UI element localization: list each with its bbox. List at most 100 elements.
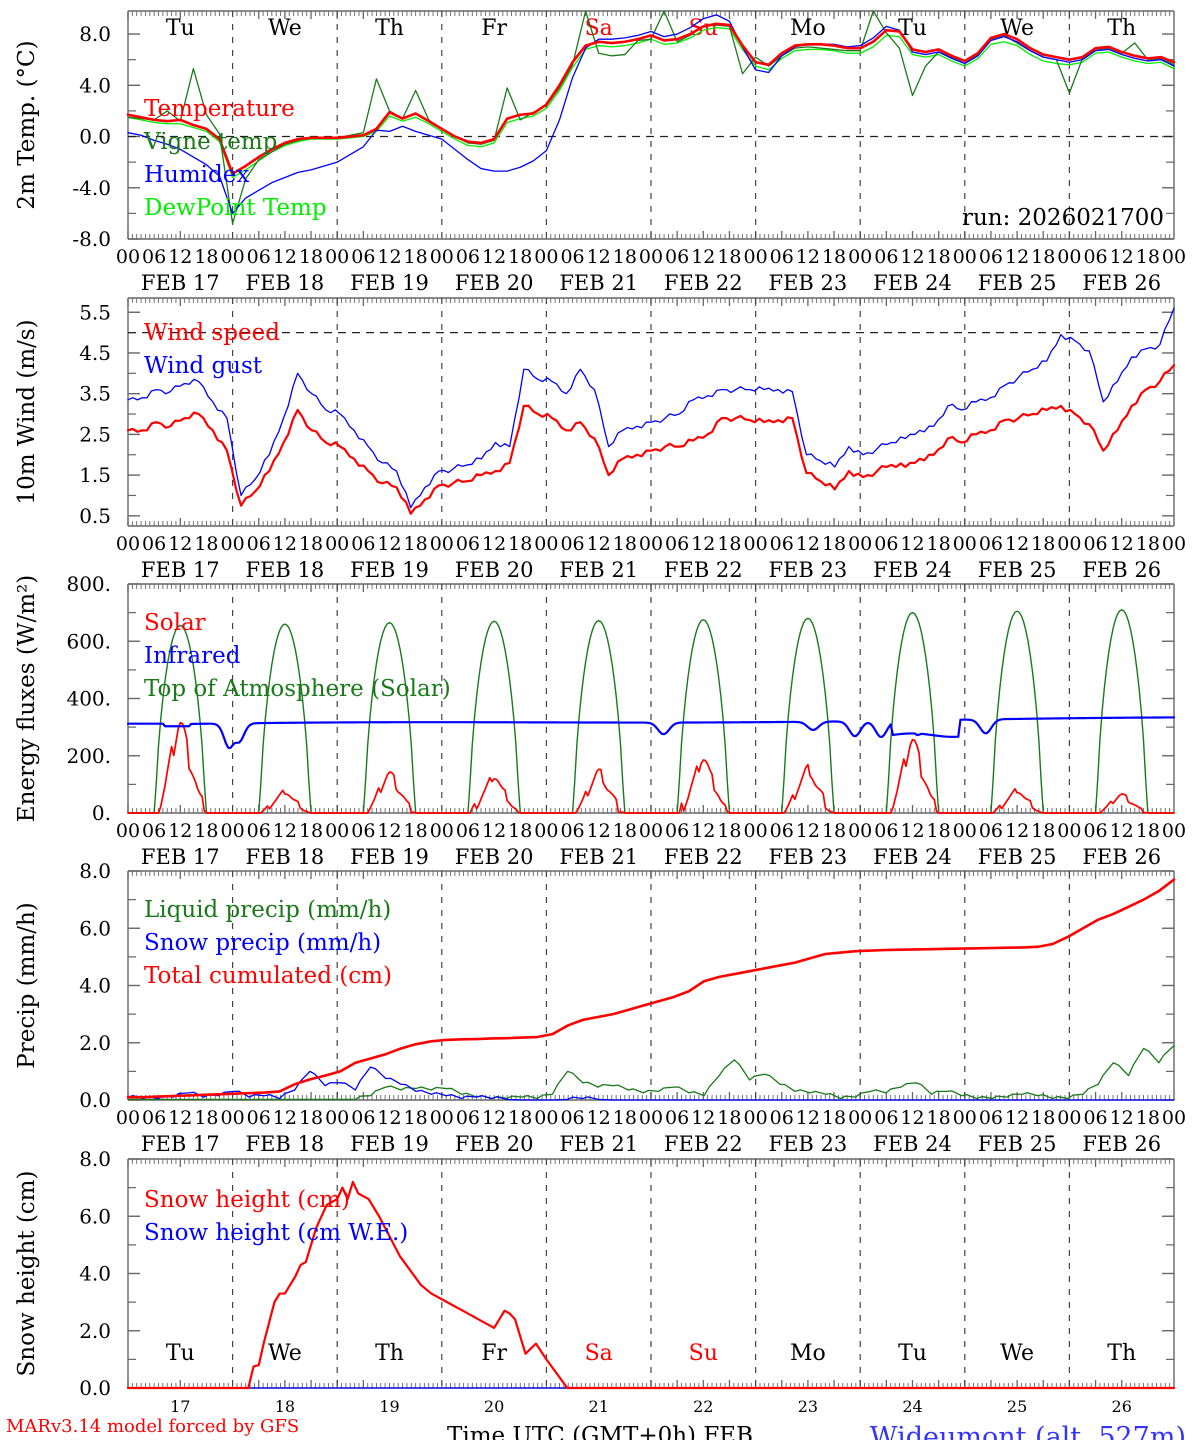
x-hour-tick-label: 00 [1057, 533, 1081, 555]
x-hour-tick-label: 06 [665, 1107, 689, 1129]
x-hour-tick-label: 00 [1057, 246, 1081, 268]
x-hour-tick-label: 18 [717, 1107, 741, 1129]
x-hour-tick-label: 06 [247, 533, 271, 555]
x-day-number: 21 [589, 1397, 609, 1416]
x-hour-tick-label: 00 [325, 533, 349, 555]
x-hour-tick-label: 12 [482, 1107, 506, 1129]
x-hour-tick-label: 00 [221, 820, 245, 842]
x-hour-tick-label: 18 [927, 820, 951, 842]
x-hour-tick-label: 06 [560, 820, 584, 842]
x-hour-tick-label: 00 [534, 820, 558, 842]
x-day-label: FEB 23 [769, 845, 848, 869]
x-hour-tick-label: 18 [822, 820, 846, 842]
x-day-label: FEB 18 [246, 558, 325, 582]
y-tick-label: 5.5 [79, 300, 111, 324]
x-hour-tick-label: 00 [1057, 1107, 1081, 1129]
x-hour-tick-label: 18 [1136, 820, 1160, 842]
x-hour-tick-label: 12 [482, 820, 506, 842]
x-hour-tick-label: 06 [979, 820, 1003, 842]
x-hour-tick-label: 00 [325, 246, 349, 268]
x-hour-tick-label: 06 [456, 246, 480, 268]
x-hour-tick-label: 00 [325, 820, 349, 842]
x-hour-tick-label: 00 [116, 1107, 140, 1129]
run-label: run: 2026021700 [962, 205, 1164, 231]
legend-label: Snow precip (mm/h) [144, 930, 381, 956]
x-hour-tick-label: 06 [665, 246, 689, 268]
x-day-label: FEB 20 [455, 845, 534, 869]
x-hour-tick-label: 12 [900, 533, 924, 555]
x-hour-tick-label: 06 [247, 246, 271, 268]
panel-temperature: -8.0-4.00.04.08.0 Tu We Th Fr Sa Su Mo Tu We ThTem… [14, 10, 1186, 295]
x-hour-tick-label: 12 [168, 533, 192, 555]
x-hour-tick-label: 00 [744, 533, 768, 555]
x-hour-tick-label: 06 [456, 820, 480, 842]
x-hour-tick-label: 00 [116, 820, 140, 842]
x-hour-tick-label: 18 [822, 1107, 846, 1129]
x-hour-tick-label: 06 [351, 1107, 375, 1129]
legend-label: Liquid precip (mm/h) [144, 897, 391, 923]
y-tick-label: 2.5 [79, 422, 111, 446]
x-day-label: FEB 20 [455, 271, 534, 295]
x-day-label: FEB 23 [769, 271, 848, 295]
x-hour-tick-label: 18 [1136, 533, 1160, 555]
y-tick-label: 600. [66, 629, 111, 653]
x-hour-tick-label: 18 [1031, 820, 1055, 842]
x-hour-tick-label: 18 [194, 1107, 218, 1129]
x-hour-tick-label: 00 [953, 246, 977, 268]
series-temperature [126, 22, 1176, 175]
x-hour-tick-label: 12 [1110, 533, 1134, 555]
x-day-label: FEB 20 [455, 1132, 534, 1156]
x-day-label: FEB 24 [873, 1132, 952, 1156]
x-hour-tick-label: 06 [1083, 1107, 1107, 1129]
x-hour-tick-label: 06 [142, 820, 166, 842]
series-snow-precip-mm-h- [127, 1066, 1175, 1101]
x-day-label: FEB 24 [873, 845, 952, 869]
x-hour-tick-label: 18 [404, 820, 428, 842]
series-wind-speed [126, 364, 1176, 515]
x-hour-tick-label: 06 [1083, 820, 1107, 842]
x-day-label: FEB 25 [978, 271, 1057, 295]
y-tick-label: 2.0 [79, 1319, 111, 1343]
x-hour-tick-label: 06 [874, 820, 898, 842]
x-hour-tick-label: 18 [508, 820, 532, 842]
x-hour-tick-label: 12 [1110, 1107, 1134, 1129]
x-day-label: FEB 20 [455, 558, 534, 582]
x-hour-tick-label: 00 [1057, 820, 1081, 842]
legend-label: Humidex [144, 162, 249, 188]
x-hour-tick-label: 18 [194, 820, 218, 842]
x-hour-tick-label: 12 [168, 1107, 192, 1129]
y-tick-label: 6.0 [79, 1204, 111, 1228]
weekday-label: Su [689, 1341, 718, 1366]
x-day-label: FEB 25 [978, 1132, 1057, 1156]
x-hour-tick-label: 18 [717, 533, 741, 555]
x-hour-tick-label: 00 [221, 1107, 245, 1129]
x-hour-tick-label: 12 [587, 820, 611, 842]
panel-precip: 0.0 2.0 4.0 6.0 8.0 Liquid precip (mm/h) Snow … [14, 859, 1186, 1156]
x-hour-tick-label: 12 [796, 1107, 820, 1129]
x-hour-tick-label: 12 [796, 246, 820, 268]
x-day-label: FEB 18 [246, 271, 325, 295]
x-hour-tick-label: 12 [377, 1107, 401, 1129]
x-hour-tick-label: 00 [1162, 533, 1186, 555]
x-hour-tick-label: 12 [1005, 246, 1029, 268]
x-hour-tick-label: 00 [534, 533, 558, 555]
x-hour-tick-label: 00 [639, 533, 663, 555]
weekday-label: Fr [481, 1341, 507, 1366]
x-hour-tick-label: 18 [822, 246, 846, 268]
x-day-number: 24 [902, 1397, 922, 1416]
x-hour-tick-label: 18 [717, 246, 741, 268]
station-label: Wideumont (alt. 527m) [870, 1422, 1186, 1440]
y-tick-label: 0.0 [79, 1088, 111, 1112]
x-hour-tick-label: 18 [927, 1107, 951, 1129]
weekday-label: Tu [898, 1341, 927, 1366]
x-hour-tick-label: 06 [351, 246, 375, 268]
x-day-label: FEB 23 [769, 1132, 848, 1156]
x-hour-tick-label: 06 [560, 533, 584, 555]
x-hour-tick-label: 06 [560, 1107, 584, 1129]
y-tick-label: 1.5 [79, 463, 111, 487]
x-day-label: FEB 26 [1082, 1132, 1161, 1156]
weekday-label: We [268, 16, 302, 41]
x-hour-tick-label: 06 [1083, 246, 1107, 268]
x-hour-tick-label: 06 [456, 1107, 480, 1129]
x-hour-tick-label: 12 [1110, 246, 1134, 268]
